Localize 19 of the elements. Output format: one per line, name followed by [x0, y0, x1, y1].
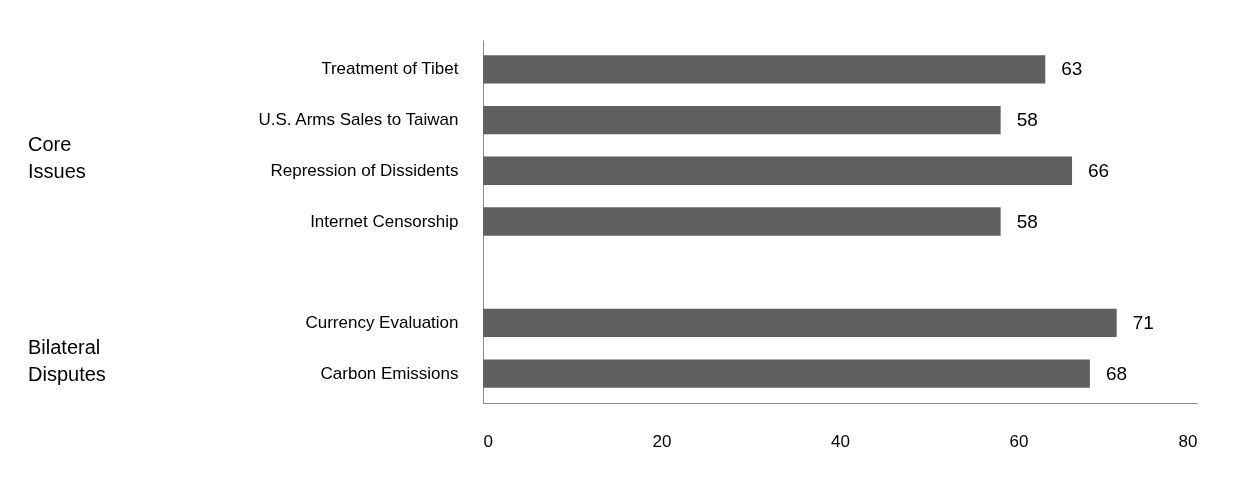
y-tick-label: Repression of Dissidents	[270, 160, 459, 180]
data-label: 58	[1016, 210, 1038, 232]
data-label: 66	[1088, 159, 1110, 181]
y-tick-label: Internet Censorship	[310, 211, 459, 231]
y-tick-label: Treatment of Tibet	[321, 59, 459, 79]
x-tick-label: 40	[831, 431, 850, 451]
text: Bilateral Disputes	[28, 336, 106, 386]
x-tick-label: 0	[483, 431, 493, 451]
y-tick-label: Carbon Emissions	[320, 363, 459, 383]
text: Core Issues	[28, 133, 86, 183]
data-label: 58	[1016, 109, 1038, 131]
data-label: 68	[1105, 362, 1128, 384]
x-tick-label: 80	[1178, 431, 1198, 451]
y-tick-label: Currency Evaluation	[305, 312, 459, 332]
x-tick-label: 60	[1009, 431, 1029, 451]
data-label: 71	[1132, 311, 1154, 333]
data-label: 63	[1061, 58, 1083, 80]
x-tick-label: 20	[652, 431, 672, 451]
y-tick-label: U.S. Arms Sales to Taiwan	[258, 110, 459, 130]
